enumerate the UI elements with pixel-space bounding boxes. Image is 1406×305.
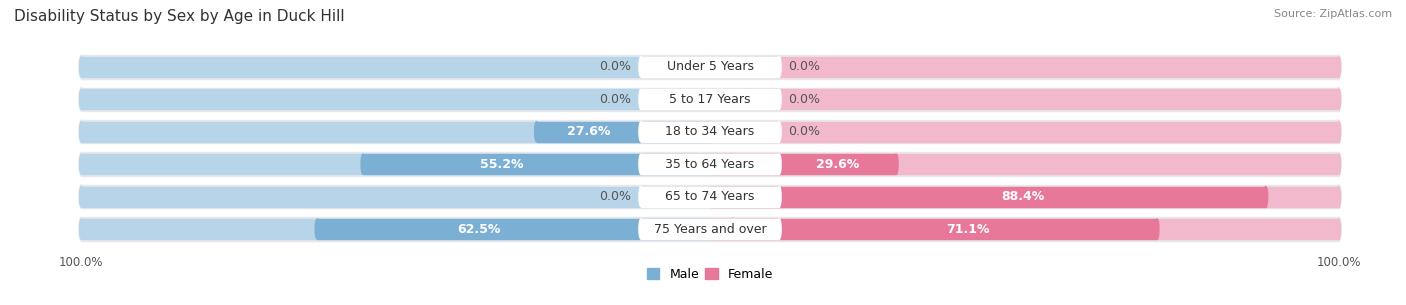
Bar xyxy=(710,154,1339,174)
Circle shape xyxy=(1337,152,1341,176)
Text: 5 to 17 Years: 5 to 17 Years xyxy=(669,93,751,106)
Circle shape xyxy=(1337,185,1341,208)
Bar xyxy=(710,187,1339,206)
Circle shape xyxy=(1156,219,1159,239)
Text: 65 to 74 Years: 65 to 74 Years xyxy=(665,190,755,203)
Circle shape xyxy=(79,89,83,109)
Text: 35 to 64 Years: 35 to 64 Years xyxy=(665,158,755,170)
Circle shape xyxy=(79,185,83,208)
Circle shape xyxy=(778,89,782,109)
Circle shape xyxy=(361,154,366,174)
Circle shape xyxy=(778,219,782,239)
Text: Under 5 Years: Under 5 Years xyxy=(666,60,754,73)
Circle shape xyxy=(638,89,643,109)
Circle shape xyxy=(79,88,83,111)
Bar xyxy=(710,152,1339,176)
Bar xyxy=(710,219,1157,239)
Bar xyxy=(710,187,1265,206)
Text: 0.0%: 0.0% xyxy=(599,93,631,106)
Bar xyxy=(82,217,710,241)
Circle shape xyxy=(638,187,643,206)
Bar xyxy=(641,219,779,239)
Text: 0.0%: 0.0% xyxy=(789,125,821,138)
Circle shape xyxy=(1337,55,1341,78)
Bar xyxy=(641,89,779,109)
Bar xyxy=(710,89,1339,109)
Bar xyxy=(82,55,710,78)
Circle shape xyxy=(1337,122,1341,142)
Circle shape xyxy=(1337,187,1341,206)
Circle shape xyxy=(1264,187,1268,206)
Text: 0.0%: 0.0% xyxy=(599,60,631,73)
Bar xyxy=(363,154,710,174)
Circle shape xyxy=(1337,57,1341,77)
Circle shape xyxy=(79,154,83,174)
Circle shape xyxy=(1337,217,1341,241)
Bar xyxy=(710,122,1339,142)
Bar xyxy=(710,120,1339,143)
Circle shape xyxy=(79,120,83,143)
Bar xyxy=(318,219,710,239)
Bar xyxy=(641,57,779,77)
Bar xyxy=(641,187,779,206)
Text: Source: ZipAtlas.com: Source: ZipAtlas.com xyxy=(1274,9,1392,19)
Bar xyxy=(82,89,710,109)
Circle shape xyxy=(79,187,83,206)
Bar xyxy=(82,88,710,111)
Text: 71.1%: 71.1% xyxy=(946,223,990,235)
Bar xyxy=(710,154,896,174)
Circle shape xyxy=(638,154,643,174)
Bar xyxy=(82,122,710,142)
Circle shape xyxy=(1337,120,1341,143)
Text: 18 to 34 Years: 18 to 34 Years xyxy=(665,125,755,138)
Circle shape xyxy=(79,217,83,241)
Bar xyxy=(641,154,779,174)
Circle shape xyxy=(1337,219,1341,239)
Bar xyxy=(537,122,710,142)
Bar xyxy=(710,219,1339,239)
Circle shape xyxy=(1337,89,1341,109)
Circle shape xyxy=(315,219,319,239)
Circle shape xyxy=(894,154,898,174)
Circle shape xyxy=(778,154,782,174)
Circle shape xyxy=(79,55,83,78)
Text: Disability Status by Sex by Age in Duck Hill: Disability Status by Sex by Age in Duck … xyxy=(14,9,344,24)
Bar xyxy=(710,185,1339,208)
Bar xyxy=(710,55,1339,78)
Circle shape xyxy=(79,152,83,176)
Bar xyxy=(82,154,710,174)
Circle shape xyxy=(534,122,538,142)
Bar xyxy=(82,187,710,206)
Circle shape xyxy=(79,57,83,77)
Text: 88.4%: 88.4% xyxy=(1001,190,1045,203)
Text: 55.2%: 55.2% xyxy=(481,158,523,170)
Circle shape xyxy=(778,187,782,206)
Bar xyxy=(82,185,710,208)
Text: 0.0%: 0.0% xyxy=(599,190,631,203)
Circle shape xyxy=(638,122,643,142)
Circle shape xyxy=(778,122,782,142)
Text: 29.6%: 29.6% xyxy=(815,158,859,170)
Bar xyxy=(82,152,710,176)
Bar xyxy=(710,88,1339,111)
Legend: Male, Female: Male, Female xyxy=(647,267,773,281)
Circle shape xyxy=(1337,88,1341,111)
Circle shape xyxy=(1337,154,1341,174)
Text: 0.0%: 0.0% xyxy=(789,60,821,73)
Text: 62.5%: 62.5% xyxy=(457,223,501,235)
Text: 0.0%: 0.0% xyxy=(789,93,821,106)
Bar xyxy=(82,57,710,77)
Bar xyxy=(82,120,710,143)
Circle shape xyxy=(79,219,83,239)
Text: 27.6%: 27.6% xyxy=(567,125,610,138)
Bar xyxy=(710,217,1339,241)
Circle shape xyxy=(79,122,83,142)
Circle shape xyxy=(638,57,643,77)
Bar xyxy=(641,122,779,142)
Circle shape xyxy=(778,57,782,77)
Bar xyxy=(710,57,1339,77)
Bar xyxy=(82,219,710,239)
Text: 75 Years and over: 75 Years and over xyxy=(654,223,766,235)
Circle shape xyxy=(638,219,643,239)
